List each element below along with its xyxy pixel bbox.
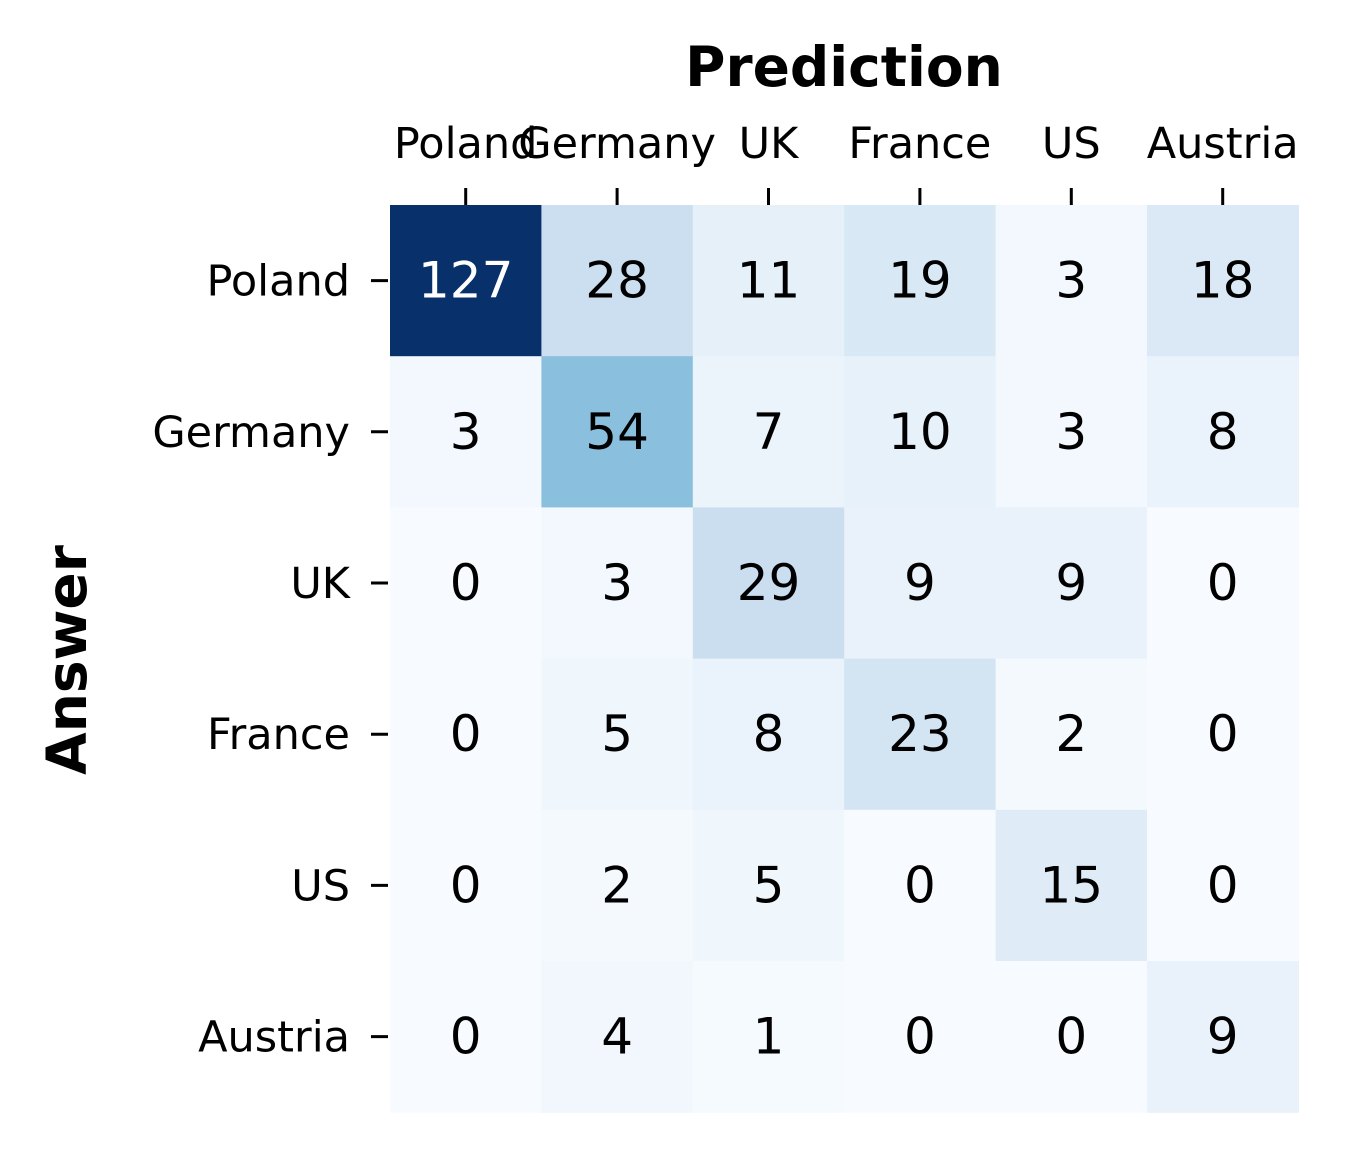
cell-germany-austria [1147, 356, 1299, 508]
cell-poland-uk [692, 205, 845, 357]
y-tick-label-us: US [291, 861, 350, 911]
cell-value-uk-uk: 29 [737, 554, 801, 612]
heatmap-cell-labels: 127 28 11 19 3 183 54 7 10 3 80 3 29 9 9 00 5 8 23 2 00 2 5 0 15… [418, 252, 1255, 1066]
cell-value-poland-germany: 28 [585, 252, 649, 310]
cell-value-austria-us: 0 [1055, 1008, 1087, 1066]
cell-value-germany-poland: 3 [450, 403, 482, 461]
cell-poland-germany [541, 205, 694, 357]
cell-us-uk [692, 809, 845, 962]
x-axis-title: Prediction [685, 35, 1003, 99]
cell-germany-germany [541, 356, 694, 508]
cell-value-germany-france: 10 [888, 403, 952, 461]
cell-value-france-france: 23 [888, 705, 952, 763]
cell-germany-poland [390, 356, 542, 508]
cell-value-uk-france: 9 [904, 554, 936, 612]
cell-uk-france [844, 507, 997, 660]
cell-value-germany-germany: 54 [585, 403, 649, 461]
y-axis-ticks: Poland Germany UK France US Austria [152, 257, 388, 1063]
cell-value-us-poland: 0 [450, 856, 482, 914]
cell-germany-uk [692, 356, 845, 508]
cell-value-us-france: 0 [904, 856, 936, 914]
cell-value-poland-austria: 18 [1191, 252, 1255, 310]
cell-value-us-uk: 5 [753, 856, 785, 914]
cell-value-austria-france: 0 [904, 1008, 936, 1066]
x-tick-label-germany: Germany [518, 119, 716, 169]
cell-us-us [995, 809, 1148, 962]
cell-uk-uk [692, 507, 845, 660]
cell-value-poland-poland: 127 [418, 252, 513, 310]
cell-austria-uk [692, 961, 845, 1113]
cell-value-france-austria: 0 [1207, 705, 1239, 763]
cell-austria-austria [1147, 961, 1299, 1113]
cell-us-austria [1147, 809, 1299, 962]
cell-value-poland-uk: 11 [737, 252, 801, 310]
cell-germany-us [995, 356, 1148, 508]
cell-austria-poland [390, 961, 542, 1113]
x-tick-label-us: US [1042, 119, 1101, 169]
cell-us-france [844, 809, 997, 962]
cell-value-france-poland: 0 [450, 705, 482, 763]
cell-value-france-uk: 8 [753, 705, 785, 763]
cell-france-germany [541, 658, 694, 811]
x-tick-label-austria: Austria [1147, 119, 1299, 169]
cell-value-austria-uk: 1 [753, 1008, 785, 1066]
cell-france-uk [692, 658, 845, 811]
cell-poland-poland [390, 205, 542, 357]
cell-value-uk-germany: 3 [601, 554, 633, 612]
cell-value-austria-poland: 0 [450, 1008, 482, 1066]
cell-uk-poland [390, 507, 542, 660]
cell-germany-france [844, 356, 997, 508]
cell-value-uk-poland: 0 [450, 554, 482, 612]
cell-value-us-austria: 0 [1207, 856, 1239, 914]
cell-us-poland [390, 809, 542, 962]
x-tick-label-poland: Poland [394, 119, 538, 169]
cell-value-germany-austria: 8 [1207, 403, 1239, 461]
cell-value-uk-us: 9 [1055, 554, 1087, 612]
cell-poland-france [844, 205, 997, 357]
cell-uk-austria [1147, 507, 1299, 660]
y-tick-label-france: France [207, 710, 350, 760]
cell-austria-us [995, 961, 1148, 1113]
heatmap-cells [390, 205, 1299, 1113]
cell-uk-germany [541, 507, 694, 660]
cell-value-us-germany: 2 [601, 856, 633, 914]
cell-france-poland [390, 658, 542, 811]
y-tick-label-poland: Poland [206, 257, 350, 307]
cell-austria-france [844, 961, 997, 1113]
cell-value-germany-uk: 7 [753, 403, 785, 461]
cell-uk-us [995, 507, 1148, 660]
cell-value-austria-austria: 9 [1207, 1008, 1239, 1066]
cell-value-poland-us: 3 [1055, 252, 1087, 310]
x-tick-label-france: France [848, 119, 991, 169]
cell-value-poland-france: 19 [888, 252, 952, 310]
cell-value-austria-germany: 4 [601, 1008, 633, 1066]
y-tick-label-austria: Austria [198, 1013, 350, 1063]
cell-value-uk-austria: 0 [1207, 554, 1239, 612]
cell-france-us [995, 658, 1148, 811]
cell-value-us-us: 15 [1039, 856, 1103, 914]
cell-france-france [844, 658, 997, 811]
cell-value-germany-us: 3 [1055, 403, 1087, 461]
cell-value-france-us: 2 [1055, 705, 1087, 763]
cell-france-austria [1147, 658, 1299, 811]
x-tick-label-uk: UK [739, 119, 800, 169]
y-tick-label-uk: UK [290, 559, 351, 609]
y-axis-title: Answer [35, 545, 99, 775]
y-tick-label-germany: Germany [152, 408, 350, 458]
cell-poland-austria [1147, 205, 1299, 357]
cell-austria-germany [541, 961, 694, 1113]
cell-poland-us [995, 205, 1148, 357]
cell-value-france-germany: 5 [601, 705, 633, 763]
cell-us-germany [541, 809, 694, 962]
